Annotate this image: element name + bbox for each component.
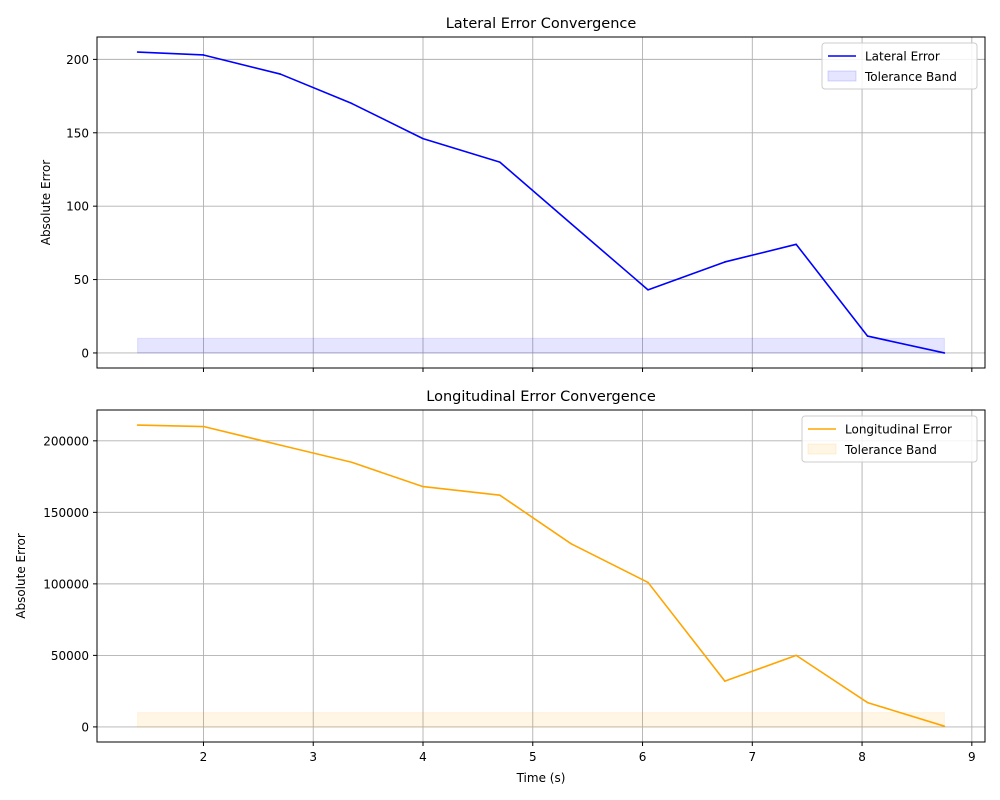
legend-label: Lateral Error [865,50,940,64]
y-tick-label: 200 [66,53,89,67]
legend-box [801,415,978,463]
x-tick-label: 9 [968,750,976,764]
data-point [647,581,649,584]
data-point [943,725,946,727]
data-point [570,543,572,545]
data-point [795,654,798,657]
y-tick-label: 100 [66,200,89,214]
data-point [350,102,353,105]
legend: Longitudinal Error Tolerance Band [801,415,978,463]
y-tick-label: 0 [81,720,89,734]
legend: Lateral Error Tolerance Band [821,42,978,90]
legend-label: Longitudinal Error [845,423,952,437]
axes-frame [96,409,986,743]
data-point [422,137,424,140]
y-tick-label: 0 [81,346,89,360]
panel-lateral: 0 50 100 150 200 Lateral Error Convergence Abs… [39,16,986,372]
y-axis-label: Absolute Error [14,533,28,619]
legend-label: Tolerance Band [844,443,937,457]
data-point [350,461,353,464]
chart-title: Lateral Error Convergence [446,16,637,32]
data-point [422,485,424,488]
tolerance-band [137,337,945,354]
legend-label: Tolerance Band [864,70,957,84]
x-tick-label: 5 [529,750,537,764]
data-point [724,261,726,263]
data-point [866,335,869,337]
y-tick-label: 100000 [43,577,89,591]
x-tick-label: 6 [639,750,647,764]
data-point [136,51,139,53]
data-point [279,444,282,446]
legend-band-swatch [807,443,837,455]
legend-band-swatch [827,70,857,82]
data-point [499,161,501,163]
y-axis-label: Absolute Error [39,160,53,246]
data-point [866,701,869,704]
y-tick-label: 200000 [43,434,89,448]
x-tick-label: 4 [419,750,427,764]
x-tick-label: 7 [748,750,756,764]
x-tick-label: 2 [200,750,208,764]
data-point [136,424,139,426]
x-tick-label: 3 [309,750,317,764]
data-point [570,222,572,225]
data-point [647,289,649,291]
y-tick-label: 50000 [51,649,89,663]
series-line [137,51,945,354]
legend-box [821,42,978,90]
x-tick-label: 8 [858,750,866,764]
y-tick-label: 50 [74,273,89,287]
chart-title: Longitudinal Error Convergence [426,389,656,405]
data-point [202,54,205,56]
y-tick-label: 150000 [43,506,89,520]
data-point [795,243,798,246]
data-point [499,494,501,496]
data-point [279,73,282,75]
y-tick-label: 150 [66,126,89,140]
panel-longitudinal: 2 3 4 5 6 7 8 9 0 50000 100000 150000 200000 Longitud… [14,389,986,785]
x-axis-label: Time (s) [516,771,566,785]
data-point [943,352,946,354]
data-point [724,680,726,682]
axes-frame [96,36,986,369]
data-point [202,425,205,428]
series-line [137,424,945,727]
tolerance-band [137,712,945,728]
